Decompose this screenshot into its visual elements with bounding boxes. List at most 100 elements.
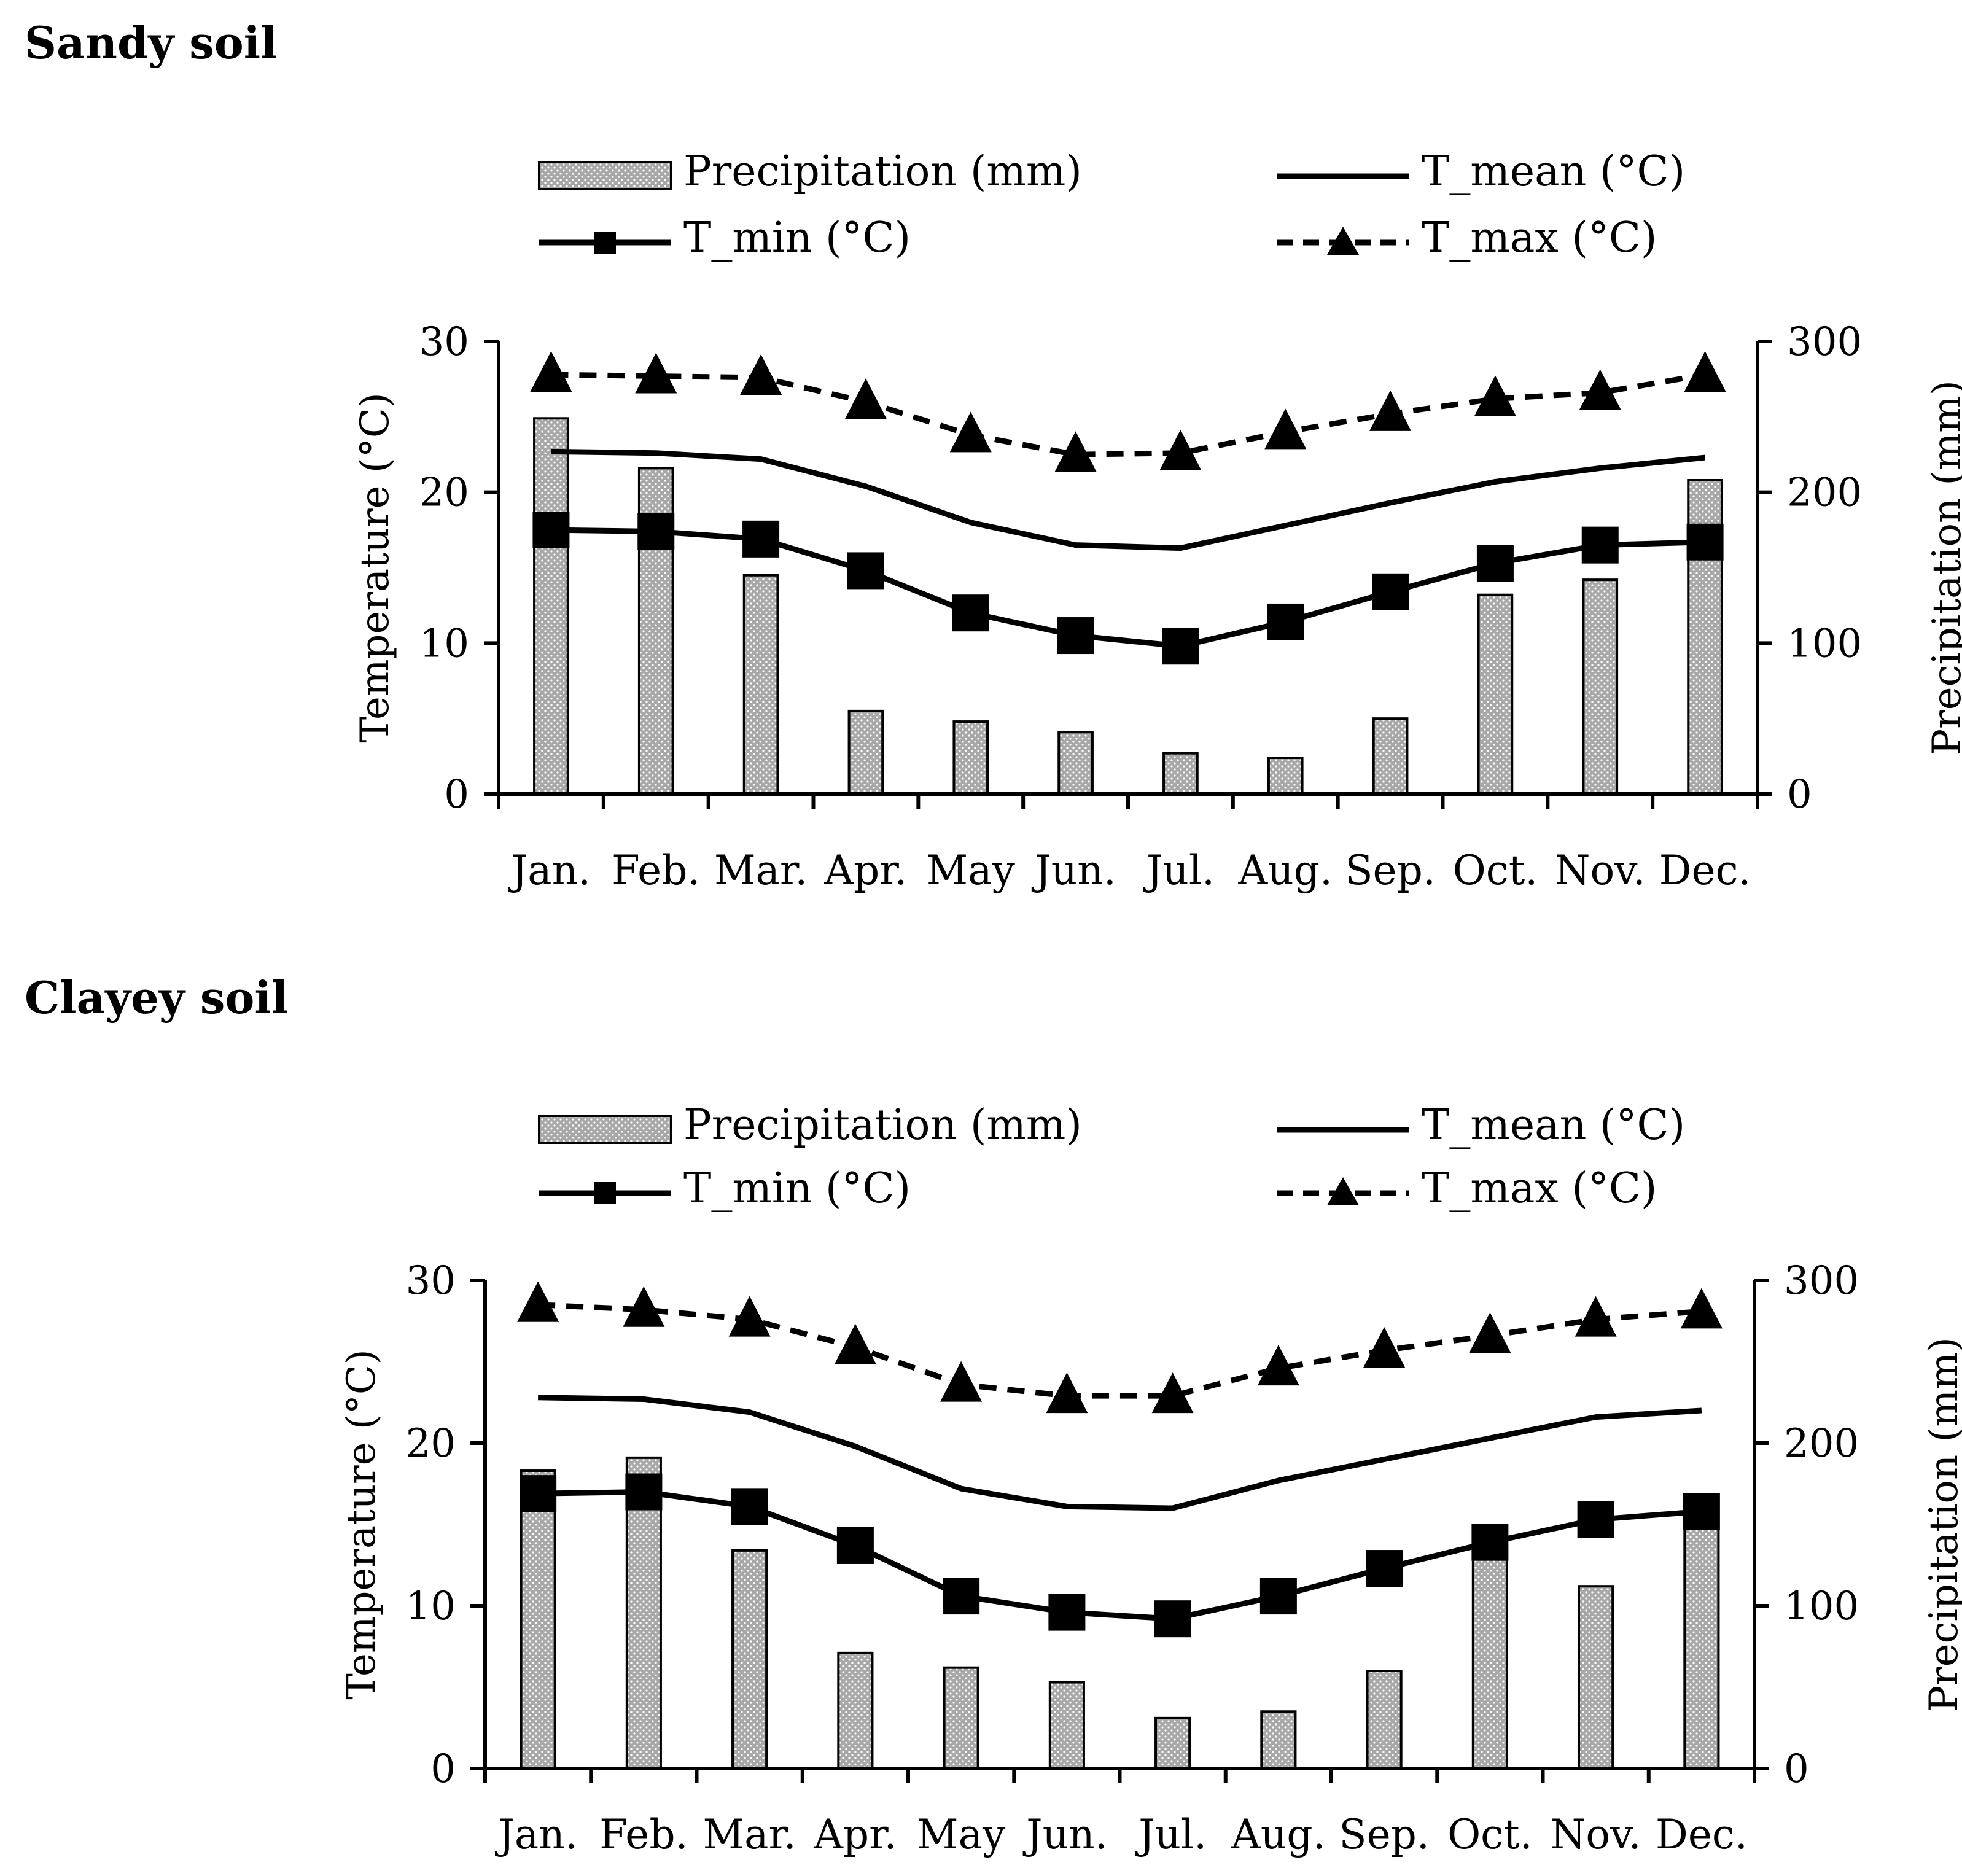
tmin-marker [742, 520, 780, 558]
tmin-marker [1048, 1594, 1086, 1631]
tmax-marker [1046, 1372, 1088, 1414]
x-category-label: Jun. [1031, 847, 1116, 894]
tmin-marker [1057, 617, 1094, 655]
precipitation-bar [1582, 578, 1619, 795]
tmin-marker [1476, 545, 1514, 582]
legend-swatch-tmax-marker [1327, 1177, 1359, 1205]
precipitation-bar [837, 1651, 874, 1770]
y-tick-label: 20 [419, 470, 469, 516]
tmin-marker [1683, 1493, 1720, 1530]
precipitation-bar [1048, 1681, 1085, 1770]
tmin-marker [952, 594, 989, 632]
precipitation-bar [1267, 757, 1304, 796]
legend-label-precipitation: Precipitation (mm) [683, 147, 1082, 196]
y-tick-label: 10 [406, 1584, 456, 1629]
tmin-marker [1162, 628, 1199, 665]
legend: Precipitation (mm) T_mean (°C) T_min (°C) T… [538, 147, 1685, 262]
tmin-marker [847, 552, 884, 590]
x-category-label: Sep. [1345, 847, 1436, 894]
tmin-line [538, 1489, 1702, 1622]
tmax-line [551, 372, 1706, 457]
x-category-label: Aug. [1238, 847, 1333, 894]
y-axis-title: Temperature (°C) [339, 1349, 384, 1700]
y-tick-label: 0 [444, 772, 469, 817]
x-category-label: Apr. [823, 847, 907, 894]
precipitation-bar [1260, 1710, 1297, 1770]
y2-axis-title: Precipitation (mm) [1921, 1337, 1962, 1712]
y2-tick-label: 100 [1784, 1584, 1859, 1629]
x-category-label: Nov. [1551, 1811, 1641, 1858]
precipitation-bar [1683, 1508, 1720, 1770]
x-category-label: Jul. [1143, 847, 1215, 894]
tmin-marker [943, 1578, 980, 1615]
tmax-marker [1264, 408, 1307, 450]
y-tick-label: 20 [406, 1421, 456, 1466]
x-category-label: Mar. [703, 1811, 796, 1858]
tmin-marker [1581, 526, 1619, 564]
x-category-label: Mar. [714, 847, 808, 894]
x-category-label: Oct. [1447, 1811, 1533, 1858]
y-tick-label: 30 [419, 319, 469, 365]
legend-swatch-tmax-marker [1327, 227, 1359, 255]
y-tick-label: 30 [406, 1258, 456, 1304]
tmax-marker [740, 354, 782, 395]
precipitation-bar [520, 1469, 556, 1770]
precipitation-bar [533, 417, 569, 795]
tmax-line [537, 1302, 1702, 1399]
tmax-marker [530, 351, 572, 392]
legend-swatch-tmin-marker [594, 1182, 616, 1204]
tmax-marker [1575, 1296, 1617, 1337]
chart-panel-0: Sandy soil Precipitation (mm) T_mean (°C) T… [25, 17, 1962, 894]
x-category-label: Dec. [1659, 847, 1751, 894]
tmax-markers [517, 1281, 1723, 1414]
tmean-line [551, 448, 1706, 551]
legend-swatch-precipitation [538, 161, 672, 190]
y2-tick-label: 200 [1784, 1421, 1859, 1466]
legend-label-tmin: T_min (°C) [683, 1164, 911, 1213]
tmin-marker [532, 512, 570, 549]
tmax-marker [1684, 351, 1726, 392]
tmax-marker [1469, 1312, 1511, 1353]
x-category-label: Sep. [1339, 1811, 1430, 1858]
tmax-marker [728, 1296, 771, 1337]
tmin-marker [1154, 1600, 1191, 1638]
tmin-markers [532, 512, 1724, 665]
precipitation-bar [847, 709, 884, 795]
precipitation-bar [1154, 1716, 1191, 1770]
legend-swatch-precipitation [538, 1115, 672, 1144]
chart-panel-1: Clayey soil Precipitation (mm) T_mean (°C)… [25, 971, 1962, 1858]
legend-label-tmin: T_min (°C) [683, 214, 911, 262]
tmax-marker [1151, 1372, 1194, 1414]
y2-tick-label: 0 [1787, 772, 1812, 817]
tmax-marker [940, 1361, 983, 1402]
x-category-label: Oct. [1453, 847, 1538, 894]
tmean-line [538, 1395, 1702, 1511]
tmax-marker [949, 411, 992, 453]
y2-axis-title: Precipitation (mm) [1925, 380, 1962, 755]
x-category-label: Apr. [813, 1811, 897, 1858]
precipitation-bar [1471, 1546, 1508, 1770]
tmax-marker [1257, 1345, 1299, 1386]
legend-label-tmean: T_mean (°C) [1422, 1101, 1685, 1150]
y-axis-title: Temperature (°C) [352, 392, 398, 743]
x-category-label: Jul. [1135, 1811, 1207, 1858]
tmin-marker [1471, 1524, 1509, 1561]
y2-tick-label: 200 [1787, 470, 1862, 516]
precipitation-bar [943, 1666, 979, 1770]
tmax-marker [1054, 431, 1097, 472]
tmax-marker [1680, 1288, 1723, 1329]
precipitation-bar [1578, 1585, 1614, 1770]
tmin-marker [1686, 523, 1724, 561]
tmin-marker [836, 1527, 874, 1564]
legend-label-tmean: T_mean (°C) [1422, 147, 1685, 196]
x-category-label: Aug. [1231, 1811, 1325, 1858]
tmax-marker [1369, 390, 1412, 431]
precipitation-bar [731, 1549, 768, 1770]
tmax-marker [834, 1323, 876, 1364]
legend-label-tmax: T_max (°C) [1422, 214, 1657, 262]
tmin-marker [1366, 1550, 1403, 1587]
tmin-marker [1577, 1501, 1614, 1538]
x-category-label: Feb. [612, 847, 700, 894]
precipitation-bar [742, 574, 779, 795]
